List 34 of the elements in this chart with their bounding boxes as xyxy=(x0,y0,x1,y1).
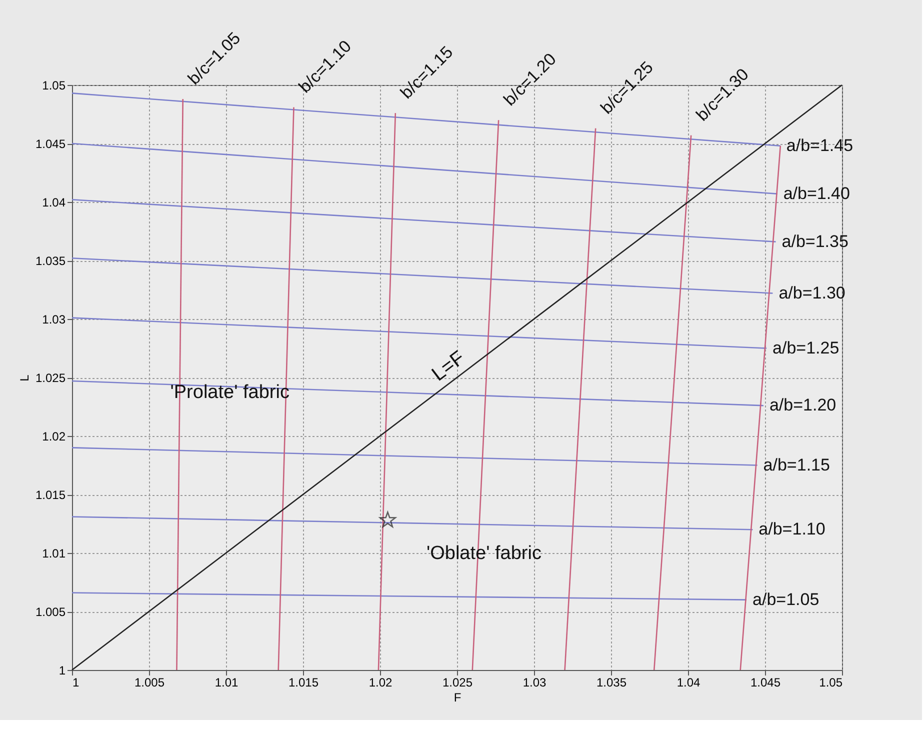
x-axis-title: F xyxy=(454,690,462,704)
y-tick-label: 1.005 xyxy=(35,605,66,619)
y-tick-label: 1.04 xyxy=(42,196,66,210)
series-label: a/b=1.05 xyxy=(752,590,820,609)
series-label: a/b=1.30 xyxy=(778,283,846,302)
series-label: a/b=1.40 xyxy=(783,184,850,203)
x-tick-label: 1.015 xyxy=(288,676,319,690)
y-tick-label: 1.015 xyxy=(35,488,66,502)
y-tick-label: 1.025 xyxy=(35,371,66,385)
y-tick-label: 1.03 xyxy=(42,312,66,326)
series-label: a/b=1.45 xyxy=(786,136,854,155)
x-tick-label: 1.04 xyxy=(676,676,700,690)
series-label: a/b=1.15 xyxy=(763,455,830,474)
y-tick-label: 1.05 xyxy=(42,78,66,92)
x-tick-label: 1.05 xyxy=(819,676,843,690)
x-tick-label: 1.025 xyxy=(442,676,473,690)
x-tick-label: 1.005 xyxy=(134,676,165,690)
y-tick-label: 1.035 xyxy=(35,254,66,268)
y-tick-label: 1.02 xyxy=(42,430,66,444)
y-tick-label: 1.045 xyxy=(35,137,66,151)
x-tick-label: 1.02 xyxy=(368,676,392,690)
y-tick-label: 1 xyxy=(58,664,66,678)
x-tick-label: 1 xyxy=(72,676,80,690)
y-tick-label: 1.01 xyxy=(42,546,66,560)
x-tick-label: 1.03 xyxy=(522,676,546,690)
x-tick-label: 1.045 xyxy=(750,676,781,690)
series-label: a/b=1.20 xyxy=(769,396,836,415)
x-tick-label: 1.01 xyxy=(214,676,238,690)
text: L=F xyxy=(428,346,470,386)
series-label: a/b=1.35 xyxy=(782,232,848,251)
series-label: a/b=1.25 xyxy=(772,338,840,358)
y-axis-title: L xyxy=(17,374,32,382)
x-tick-label: 1.035 xyxy=(596,676,627,690)
series-label: a/b=1.10 xyxy=(758,520,826,539)
